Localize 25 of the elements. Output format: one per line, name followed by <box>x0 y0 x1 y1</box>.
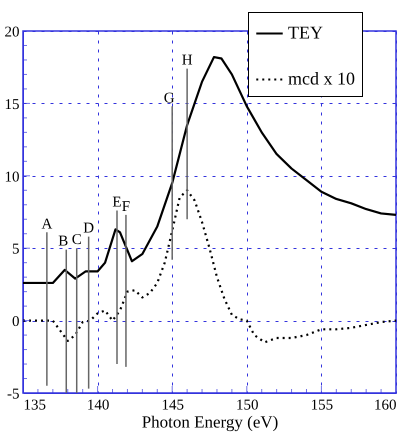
y-tick-label: 0 <box>12 314 20 330</box>
line-series <box>22 56 398 284</box>
x-tick-label: 145 <box>161 398 184 414</box>
y-tick-label: 5 <box>12 242 20 258</box>
legend-label: TEY <box>288 22 323 42</box>
y-tick-label: 10 <box>4 169 20 186</box>
x-tick-label: 140 <box>86 398 110 414</box>
annotation: H <box>182 52 193 69</box>
x-tick-label: 155 <box>310 398 334 414</box>
line-series <box>22 189 398 344</box>
annotation: A <box>41 216 52 232</box>
annotation: F <box>122 198 130 215</box>
annotation: G <box>164 90 175 106</box>
legend-label: mcd x 10 <box>288 68 355 88</box>
annotation: C <box>72 232 82 248</box>
annotation: B <box>58 234 68 250</box>
annotation: D <box>83 220 94 237</box>
x-tick-label: 160 <box>374 398 396 414</box>
x-tick-label: 150 <box>236 398 259 414</box>
annotation: E <box>112 194 122 211</box>
x-axis-title: Photon Energy (eV) <box>142 412 278 432</box>
y-tick-label: 15 <box>4 96 20 113</box>
y-tick-label: 20 <box>4 24 20 40</box>
y-tick-label: -5 <box>7 386 20 402</box>
x-tick-label: 135 <box>24 398 46 414</box>
